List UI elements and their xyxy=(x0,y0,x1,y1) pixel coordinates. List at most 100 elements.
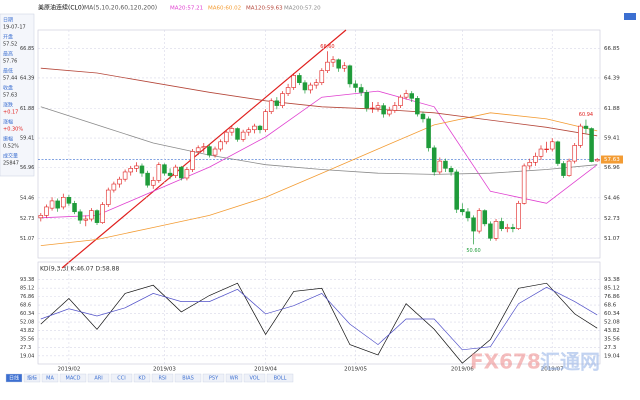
tab-label[interactable]: ARI xyxy=(94,376,102,382)
y-tick-label-left: 51.07 xyxy=(20,236,34,242)
tab[interactable] xyxy=(59,373,87,383)
candle-body xyxy=(510,227,516,229)
tab-label[interactable]: MACD xyxy=(66,376,81,382)
candle-body xyxy=(274,100,280,106)
last-price-box xyxy=(601,155,623,164)
tab-label[interactable]: 指标 xyxy=(27,375,37,382)
candle-body xyxy=(589,128,594,162)
chart-layer: 日期19-07-17开盘57.52最高57.76最低57.44收盘57.63涨跌… xyxy=(3,6,623,383)
tab[interactable] xyxy=(151,373,174,383)
settings-icon[interactable] xyxy=(624,13,636,20)
info-panel xyxy=(0,13,35,177)
tab-label[interactable]: RSI xyxy=(158,376,166,382)
candle-body xyxy=(212,148,218,156)
candle-body xyxy=(398,96,403,106)
price-annotation: 50.60 xyxy=(466,248,480,254)
candle-body xyxy=(488,223,493,239)
candle-body xyxy=(61,196,66,208)
tab[interactable] xyxy=(266,373,294,383)
tab-label[interactable]: KD xyxy=(138,376,145,382)
candle-body xyxy=(347,65,353,85)
info-value: +0.30% xyxy=(3,127,23,133)
candle-body xyxy=(134,165,139,169)
x-tick-label: 2019/06 xyxy=(451,367,474,373)
info-value: 0.52% xyxy=(3,144,19,150)
candle-body xyxy=(505,227,510,229)
tab-label[interactable]: BIAS xyxy=(182,376,194,382)
candle-body xyxy=(302,82,308,91)
info-value: 57.76 xyxy=(3,59,17,65)
kd-tick-label-left: 19.04 xyxy=(20,353,34,359)
tab[interactable] xyxy=(174,373,202,383)
candle-body xyxy=(375,105,381,109)
info-value: 57.52 xyxy=(3,42,17,48)
tab-label[interactable]: MA xyxy=(46,376,54,382)
tab-label[interactable]: WR xyxy=(230,376,239,382)
kd-line xyxy=(40,282,598,364)
candle-body xyxy=(313,82,319,86)
kd-title: KD(9,3,3) K:46.07 D:58.88 xyxy=(40,266,119,273)
candle-body xyxy=(229,128,235,133)
tab[interactable] xyxy=(243,373,266,383)
tab[interactable] xyxy=(202,373,225,383)
candle-body xyxy=(139,165,145,174)
legend-entry: MA200:57.20 xyxy=(284,6,321,12)
candle-body xyxy=(128,168,133,173)
tab-label[interactable]: CCI xyxy=(117,376,125,382)
y-tick-label: 56.96 xyxy=(604,165,620,171)
info-value: 19-07-17 xyxy=(3,25,26,31)
kd-tick-label: 60.34 xyxy=(604,311,620,317)
tab[interactable] xyxy=(110,373,133,383)
info-label: 成交量 xyxy=(3,153,18,160)
tab[interactable] xyxy=(87,373,110,383)
candle-body xyxy=(325,61,330,71)
tab[interactable] xyxy=(5,373,23,383)
candle-body xyxy=(572,145,577,162)
candle-body xyxy=(454,171,459,210)
candle-body xyxy=(409,93,414,99)
tab[interactable] xyxy=(225,373,243,383)
last-price-label: 57.63 xyxy=(604,157,620,163)
candle-body xyxy=(167,172,173,176)
kd-tick-label-left: 43.82 xyxy=(20,328,34,334)
candle-body xyxy=(521,165,527,204)
y-tick-label-left: 64.39 xyxy=(20,75,34,81)
candle-body xyxy=(285,87,291,94)
kd-frame xyxy=(37,261,601,365)
candle-body xyxy=(44,206,49,216)
tab-label[interactable]: BOLL xyxy=(274,376,287,382)
info-label: 最低 xyxy=(3,68,13,75)
candle-body xyxy=(268,100,274,112)
tab-label[interactable]: 日线 xyxy=(9,375,19,382)
y-tick-label: 54.46 xyxy=(604,195,620,201)
tab[interactable] xyxy=(41,373,59,383)
y-tick-label-left: 66.85 xyxy=(20,46,34,52)
candle-body xyxy=(252,125,257,131)
candle-body xyxy=(336,59,341,69)
candle-body xyxy=(392,105,398,111)
candle-body xyxy=(353,83,358,88)
candle-body xyxy=(544,148,549,150)
tab-label[interactable]: PSY xyxy=(209,376,219,382)
candle-body xyxy=(443,160,448,169)
tab[interactable] xyxy=(23,373,41,383)
candle-body xyxy=(561,163,566,176)
candle-body xyxy=(578,125,583,146)
candle-body xyxy=(162,164,167,174)
candle-body xyxy=(358,87,364,93)
y-tick-label-left: 52.73 xyxy=(20,216,34,222)
y-tick-label-left: 56.96 xyxy=(20,165,34,171)
tab[interactable] xyxy=(133,373,151,383)
kd-tick-label-left: 85.12 xyxy=(20,286,34,292)
candle-body xyxy=(594,159,600,162)
kd-tick-label: 35.56 xyxy=(604,336,620,342)
candle-body xyxy=(566,160,572,176)
candle-body xyxy=(538,148,544,157)
candle-body xyxy=(218,141,223,150)
info-value: 57.63 xyxy=(3,93,17,99)
tab-label[interactable]: VOL xyxy=(249,376,259,382)
candle-body xyxy=(94,210,100,223)
price-annotation: 66.60 xyxy=(320,44,334,50)
candle-body xyxy=(482,210,488,225)
legend-entry: MA120:59.63 xyxy=(246,6,283,12)
